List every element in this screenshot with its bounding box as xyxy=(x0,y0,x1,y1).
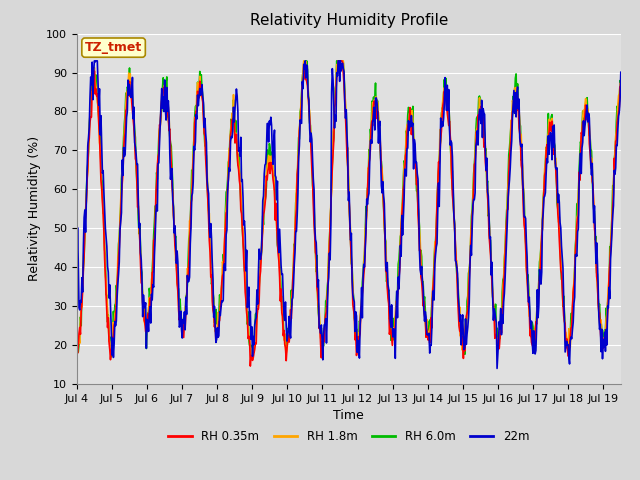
RH 0.35m xyxy=(334,58,342,64)
22m xyxy=(90,58,98,64)
RH 1.8m xyxy=(307,124,314,130)
RH 0.35m xyxy=(478,113,486,119)
RH 6.0m xyxy=(108,354,115,360)
RH 0.35m xyxy=(73,344,81,349)
RH 6.0m xyxy=(73,325,81,331)
RH 6.0m xyxy=(307,122,314,128)
Line: 22m: 22m xyxy=(77,61,621,369)
Legend: RH 0.35m, RH 1.8m, RH 6.0m, 22m: RH 0.35m, RH 1.8m, RH 6.0m, 22m xyxy=(164,426,534,448)
RH 0.35m xyxy=(149,269,157,275)
RH 0.35m xyxy=(75,330,83,336)
RH 1.8m xyxy=(149,261,157,267)
22m xyxy=(493,366,501,372)
RH 6.0m xyxy=(327,204,335,210)
Line: RH 0.35m: RH 0.35m xyxy=(77,61,621,366)
RH 6.0m xyxy=(150,232,157,238)
RH 1.8m xyxy=(75,334,83,339)
RH 0.35m xyxy=(306,116,314,121)
22m xyxy=(617,69,625,75)
RH 0.35m xyxy=(246,363,254,369)
RH 1.8m xyxy=(73,352,81,358)
22m xyxy=(464,324,472,330)
RH 6.0m xyxy=(75,341,83,347)
RH 0.35m xyxy=(465,291,472,297)
RH 1.8m xyxy=(465,278,472,284)
RH 6.0m xyxy=(465,270,472,276)
Y-axis label: Relativity Humidity (%): Relativity Humidity (%) xyxy=(28,136,40,281)
Line: RH 6.0m: RH 6.0m xyxy=(77,61,621,357)
RH 1.8m xyxy=(617,82,625,88)
RH 1.8m xyxy=(327,200,335,206)
RH 0.35m xyxy=(617,94,625,99)
RH 1.8m xyxy=(478,104,486,110)
Title: Relativity Humidity Profile: Relativity Humidity Profile xyxy=(250,13,448,28)
RH 0.35m xyxy=(326,226,334,232)
Text: TZ_tmet: TZ_tmet xyxy=(85,41,142,54)
22m xyxy=(477,120,484,126)
22m xyxy=(326,257,334,263)
22m xyxy=(73,271,81,276)
RH 6.0m xyxy=(478,103,486,108)
22m xyxy=(306,125,314,131)
RH 6.0m xyxy=(301,58,309,64)
Line: RH 1.8m: RH 1.8m xyxy=(77,61,621,356)
22m xyxy=(150,284,157,290)
RH 6.0m xyxy=(617,90,625,96)
22m xyxy=(75,305,83,311)
X-axis label: Time: Time xyxy=(333,409,364,422)
RH 1.8m xyxy=(249,353,257,359)
RH 1.8m xyxy=(300,58,308,64)
